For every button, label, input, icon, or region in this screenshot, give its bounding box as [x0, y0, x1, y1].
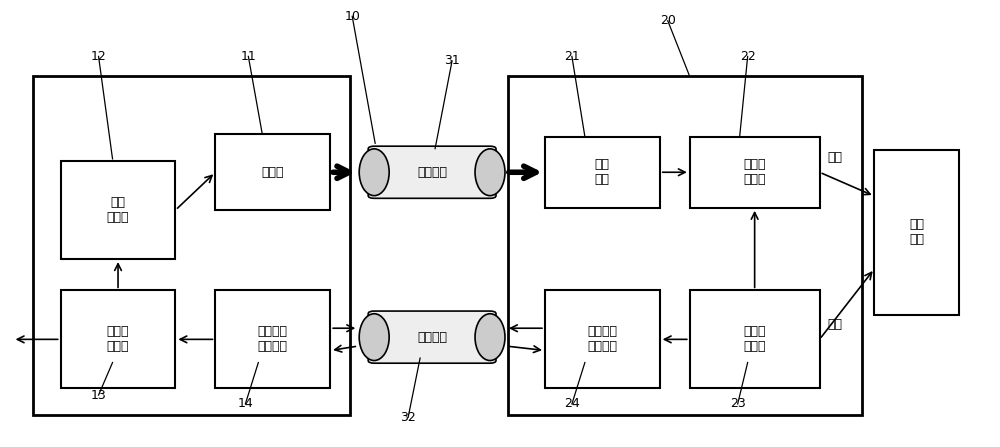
Text: 22: 22 — [740, 50, 756, 63]
Bar — [874, 150, 959, 315]
Bar — [33, 76, 350, 415]
Text: 能量光纤: 能量光纤 — [417, 166, 447, 179]
Text: 24: 24 — [564, 397, 580, 410]
Bar — [215, 135, 330, 210]
Text: 传感
节点: 传感 节点 — [909, 219, 924, 246]
Text: 第二微
处理器: 第二微 处理器 — [743, 325, 766, 354]
Text: 11: 11 — [240, 50, 256, 63]
Text: 第一光通
信收发器: 第一光通 信收发器 — [258, 325, 288, 354]
Ellipse shape — [359, 314, 389, 361]
Text: 数据: 数据 — [828, 318, 843, 331]
Bar — [215, 291, 330, 388]
Text: 21: 21 — [564, 50, 580, 63]
Ellipse shape — [475, 314, 505, 361]
Text: 10: 10 — [344, 10, 360, 23]
Bar — [545, 291, 660, 388]
Text: 激光
驱动器: 激光 驱动器 — [107, 196, 129, 224]
FancyBboxPatch shape — [368, 146, 496, 198]
Bar — [61, 161, 175, 259]
Text: 12: 12 — [91, 50, 106, 63]
Ellipse shape — [359, 149, 389, 196]
Bar — [690, 137, 820, 208]
Text: 31: 31 — [444, 55, 460, 67]
Bar — [508, 76, 862, 415]
Bar — [545, 137, 660, 208]
Text: 第二光通
信收发器: 第二光通 信收发器 — [587, 325, 617, 354]
Text: 14: 14 — [237, 397, 253, 410]
Text: 电能: 电能 — [828, 151, 843, 164]
Text: 数据光纤: 数据光纤 — [417, 331, 447, 344]
Bar — [690, 291, 820, 388]
Bar — [61, 291, 175, 388]
Text: 32: 32 — [400, 411, 416, 424]
Text: 20: 20 — [660, 14, 676, 27]
Text: 能量管
理单元: 能量管 理单元 — [743, 158, 766, 186]
Text: 23: 23 — [730, 397, 746, 410]
Text: 激光器: 激光器 — [262, 166, 284, 179]
FancyBboxPatch shape — [368, 311, 496, 363]
Text: 13: 13 — [91, 388, 106, 401]
Ellipse shape — [475, 149, 505, 196]
Text: 第一微
处理器: 第一微 处理器 — [107, 325, 129, 354]
Text: 光伏
模块: 光伏 模块 — [595, 158, 610, 186]
